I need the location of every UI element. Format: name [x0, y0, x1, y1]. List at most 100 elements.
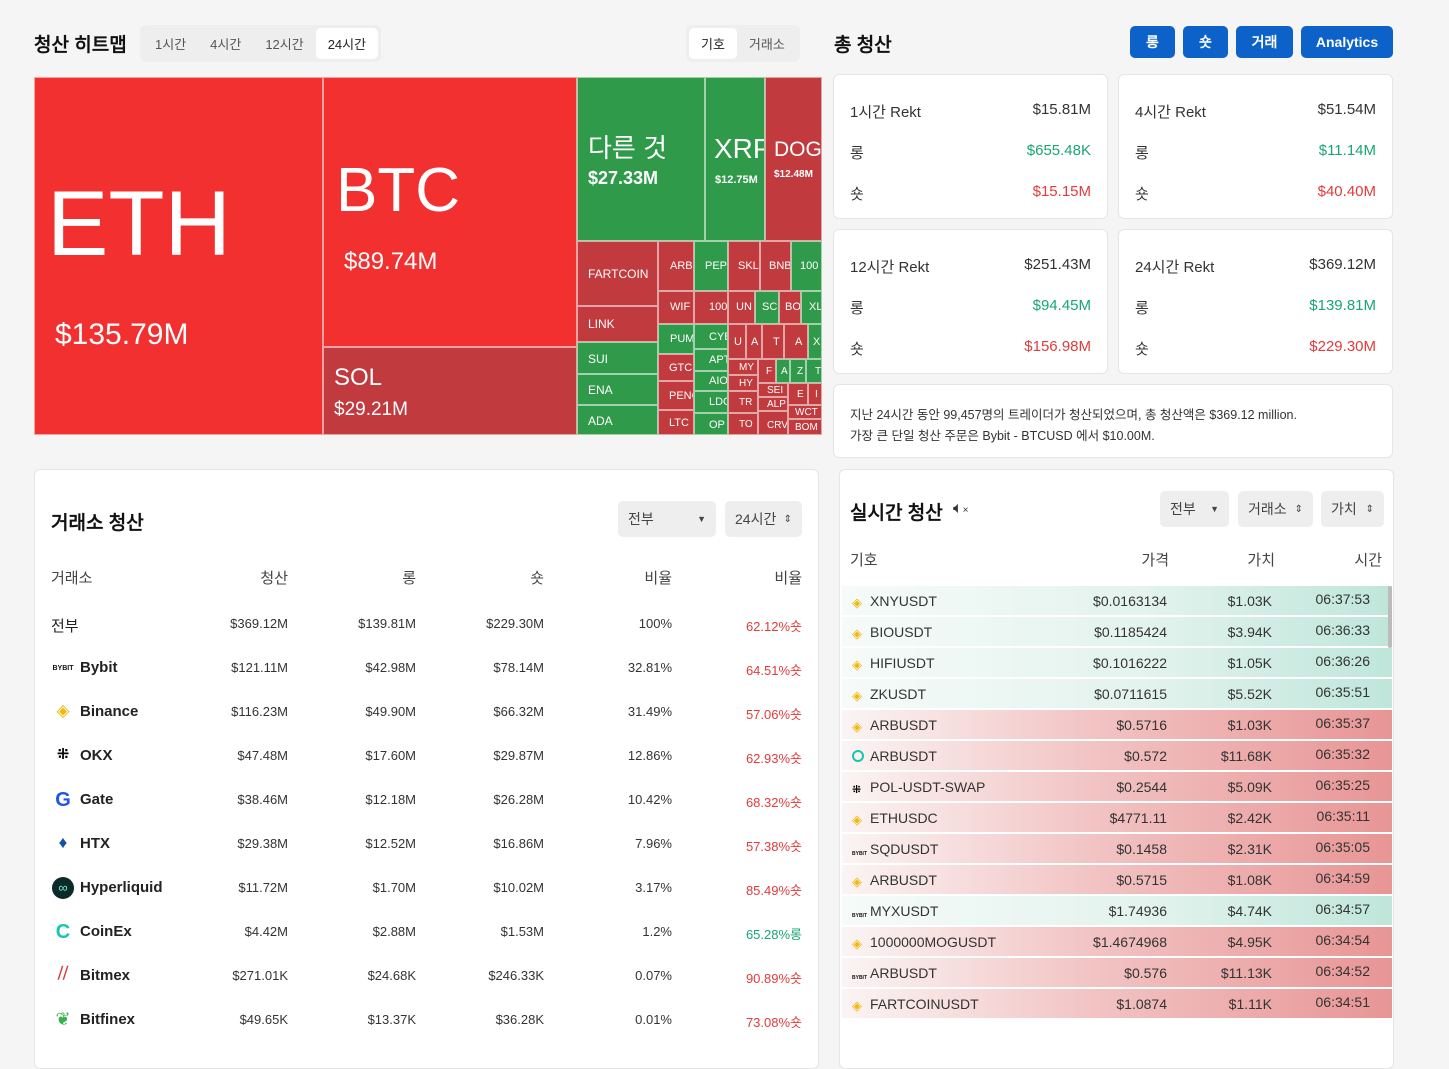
live-row[interactable]: ◈ ZKUSDT $0.0711615 $5.52K 06:35:51	[842, 679, 1392, 709]
tile-wif[interactable]: WIF	[658, 291, 694, 324]
live-row[interactable]: ◈ XNYUSDT $0.0163134 $1.03K 06:37:53	[842, 586, 1392, 616]
tile-un[interactable]: UN	[728, 291, 755, 324]
tile-peng[interactable]: PENG	[658, 381, 694, 410]
live-row[interactable]: BYBIT SQDUSDT $0.1458 $2.31K 06:35:05	[842, 834, 1392, 864]
long-button[interactable]: 롱	[1130, 26, 1175, 58]
live-row[interactable]: ◈ ARBUSDT $0.5715 $1.08K 06:34:59	[842, 865, 1392, 895]
tile-a[interactable]: A	[746, 324, 762, 359]
tile-x[interactable]: X	[808, 324, 822, 359]
live-row[interactable]: ◈ ETHUSDC $4771.11 $2.42K 06:35:11	[842, 803, 1392, 833]
tile-f[interactable]: F	[758, 359, 776, 383]
live-row[interactable]: BYBIT MYXUSDT $1.74936 $4.74K 06:34:57	[842, 896, 1392, 926]
tile-op[interactable]: OP	[694, 413, 728, 435]
live-symbol: ZKUSDT	[870, 686, 926, 702]
tile-ada[interactable]: ADA	[577, 405, 658, 435]
tile-sc[interactable]: SC	[755, 291, 779, 324]
exchange-row[interactable]: ∞ Hyperliquid $11.72M $1.70M $10.02M 3.17% 85.…	[34, 874, 819, 904]
live-row[interactable]: ◈ HIFIUSDT $0.1016222 $1.05K 06:36:26	[842, 648, 1392, 678]
tile-bnb[interactable]: BNB	[760, 241, 791, 291]
tile-sei[interactable]: SEI	[758, 383, 788, 397]
time-tabs: 1시간 4시간 12시간 24시간	[140, 25, 382, 62]
tile-crv[interactable]: CRV	[758, 411, 788, 435]
tile-alp[interactable]: ALP	[758, 397, 788, 411]
tile-my[interactable]: MY	[728, 359, 758, 375]
tile-tr[interactable]: TR	[728, 391, 758, 413]
tile-ldo[interactable]: LDO	[694, 391, 728, 413]
tile-u[interactable]: U	[728, 324, 746, 359]
tile-other[interactable]: 다른 것 $27.33M	[577, 77, 705, 241]
exchange-row[interactable]: ❦ Bitfinex $49.65K $13.37K $36.28K 0.01% 73.08…	[34, 1006, 819, 1036]
live-row[interactable]: ◈ BIOUSDT $0.1185424 $3.94K 06:36:33	[842, 617, 1392, 647]
tile-t[interactable]: T	[762, 324, 784, 359]
scrollbar-thumb[interactable]	[1388, 586, 1392, 648]
tile-bom[interactable]: BOM	[788, 419, 822, 435]
tile-100b[interactable]: 100	[694, 291, 728, 324]
exchange-period-select[interactable]: 24시간 ⇕	[725, 501, 802, 537]
tile-doge[interactable]: DOGE $12.48M	[765, 77, 822, 241]
exchange-row[interactable]: ♦ HTX $29.38M $12.52M $16.86M 7.96% 57.38%숏	[34, 830, 819, 860]
tab-4h[interactable]: 4시간	[210, 37, 242, 52]
tile-pepe[interactable]: PEPE	[694, 241, 728, 291]
live-row[interactable]: ARBUSDT $0.572 $11.68K 06:35:32	[842, 741, 1392, 771]
tile-bo[interactable]: BO	[779, 291, 801, 324]
trade-button[interactable]: 거래	[1236, 26, 1293, 58]
exchange-filter-select[interactable]: 전부 ▼	[618, 501, 716, 537]
tile-a2[interactable]: A	[784, 324, 808, 359]
live-value-select[interactable]: 가치 ⇕	[1321, 491, 1384, 527]
short-button[interactable]: 숏	[1183, 26, 1228, 58]
analytics-button[interactable]: Analytics	[1301, 26, 1393, 58]
exchange-ratio: 65.28%롱	[745, 927, 802, 942]
live-row[interactable]: ◈ 1000000MOGUSDT $1.4674968 $4.95K 06:34:54	[842, 927, 1392, 957]
tab-symbol[interactable]: 기호	[689, 28, 737, 59]
tab-1h[interactable]: 1시간	[155, 37, 187, 52]
live-filter-select[interactable]: 전부 ▼	[1160, 491, 1229, 527]
tile-e[interactable]: E	[788, 383, 808, 405]
tile-xl[interactable]: XL	[801, 291, 822, 324]
exchange-row[interactable]: 전부 $369.12M $139.81M $229.30M 100% 62.12%숏	[34, 610, 819, 640]
tile-i[interactable]: I	[808, 383, 822, 405]
live-row[interactable]: ◈ ARBUSDT $0.5716 $1.03K 06:35:37	[842, 710, 1392, 740]
live-symbol: HIFIUSDT	[870, 655, 935, 671]
tile-100[interactable]: 100	[791, 241, 822, 291]
tile-eth[interactable]: ETH $135.79M	[34, 77, 323, 435]
tile-t2[interactable]: T	[806, 359, 822, 383]
exchange-row[interactable]: C CoinEx $4.42M $2.88M $1.53M 1.2% 65.28%롱	[34, 918, 819, 948]
tile-to[interactable]: TO	[728, 413, 758, 435]
tile-sui[interactable]: SUI	[577, 342, 658, 374]
tile-hy[interactable]: HY	[728, 375, 758, 391]
live-row[interactable]: ⁜ POL-USDT-SWAP $0.2544 $5.09K 06:35:25	[842, 772, 1392, 802]
tile-sol[interactable]: SOL $29.21M	[323, 347, 577, 435]
exchange-logo-icon: BYBIT	[52, 665, 74, 672]
tile-pump[interactable]: PUMP	[658, 324, 694, 354]
long-label: 롱	[1135, 145, 1149, 162]
live-exchange-select[interactable]: 거래소 ⇕	[1238, 491, 1313, 527]
tile-a3[interactable]: A	[776, 359, 790, 383]
tab-exchange[interactable]: 거래소	[748, 37, 785, 52]
tab-12h[interactable]: 12시간	[265, 37, 304, 52]
exchange-row[interactable]: G Gate $38.46M $12.18M $26.28M 10.42% 68.32%숏	[34, 786, 819, 816]
tile-link[interactable]: LINK	[577, 306, 658, 342]
exchange-row[interactable]: ⧸⧸ Bitmex $271.01K $24.68K $246.33K 0.07% 90.8…	[34, 962, 819, 992]
tile-z[interactable]: Z	[790, 359, 806, 383]
tile-fartcoin[interactable]: FARTCOIN	[577, 241, 658, 306]
tile-aio[interactable]: AIO	[694, 371, 728, 391]
exchange-row[interactable]: BYBIT Bybit $121.11M $42.98M $78.14M 32.81% 64…	[34, 654, 819, 684]
tile-ena[interactable]: ENA	[577, 374, 658, 405]
tile-wct[interactable]: WCT	[788, 405, 822, 419]
tile-gtc[interactable]: GTC	[658, 354, 694, 381]
rekt-label: 1시간 Rekt	[850, 104, 921, 121]
exchange-row[interactable]: ◈ Binance $116.23M $49.90M $66.32M 31.49% 57.0…	[34, 698, 819, 728]
tile-cyb[interactable]: CYB	[694, 324, 728, 349]
live-row[interactable]: ◈ FARTCOINUSDT $1.0874 $1.11K 06:34:51	[842, 989, 1392, 1019]
tile-skl[interactable]: SKL	[728, 241, 760, 291]
rekt-card-12h: 12시간 Rekt $251.43M 롱 $94.45M 숏 $156.98M	[833, 229, 1108, 374]
tile-btc[interactable]: BTC $89.74M	[323, 77, 577, 347]
live-row[interactable]: BYBIT ARBUSDT $0.576 $11.13K 06:34:52	[842, 958, 1392, 988]
exchange-row[interactable]: ⁜ OKX $47.48M $17.60M $29.87M 12.86% 62.93%숏	[34, 742, 819, 772]
tile-arb[interactable]: ARB	[658, 241, 694, 291]
tab-24h[interactable]: 24시간	[315, 28, 379, 59]
mute-icon[interactable]: 🔈︎×	[953, 500, 969, 517]
tile-ltc[interactable]: LTC	[658, 410, 694, 435]
tile-xrp[interactable]: XRP $12.75M	[705, 77, 765, 241]
tile-apt[interactable]: APT	[694, 349, 728, 371]
